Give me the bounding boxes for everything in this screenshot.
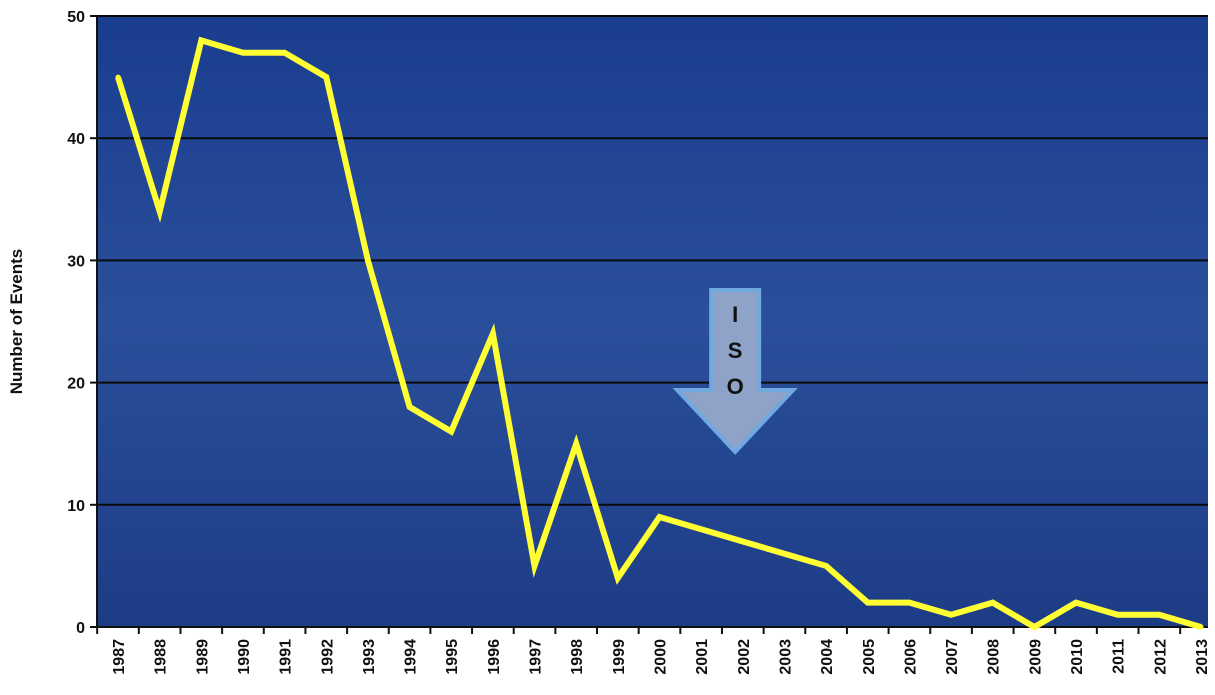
data-point-1989 [198,37,204,43]
x-tick-label: 1997 [528,639,545,675]
plot-background [97,16,1208,627]
x-tick-label: 2006 [902,639,919,675]
data-point-1996 [490,331,496,337]
data-point-1988 [157,209,163,215]
data-point-2012 [1156,612,1162,618]
x-tick-label: 2001 [694,639,711,675]
data-point-1999 [615,575,621,581]
data-point-2006 [906,600,912,606]
x-tick-label: 2010 [1069,639,1086,675]
iso-annotation: ISO [672,288,798,455]
x-tick-label: 1995 [444,639,461,675]
y-tick-label: 40 [67,131,85,148]
x-tick-label: 1990 [236,639,253,675]
y-tick-labels: 0 10 20 30 40 50 [67,9,85,637]
x-tick-label: 1999 [611,639,628,675]
x-tick-label: 1991 [278,639,295,675]
arrow-letter: I [732,302,738,327]
x-tick-label: 2008 [986,639,1003,675]
data-point-1987 [115,74,121,80]
data-point-1998 [573,441,579,447]
data-point-2009 [1031,624,1037,630]
data-point-1995 [448,428,454,434]
data-point-2010 [1073,600,1079,606]
y-tick-label: 20 [67,376,85,393]
x-tick-label: 2013 [1194,639,1211,675]
x-tick-label: 1992 [319,639,336,675]
y-tick-label: 30 [67,253,85,270]
data-point-1992 [323,74,329,80]
data-point-2011 [1115,612,1121,618]
y-axis-title: Number of Events [7,249,26,394]
gridlines [97,15,1208,506]
x-tick-label: 2000 [653,639,670,675]
y-tick-label: 0 [76,620,85,637]
x-tick-label: 2002 [736,639,753,675]
data-point-2002 [740,538,746,544]
x-tick-label: 2004 [819,639,836,675]
data-point-2008 [990,600,996,606]
data-point-2013 [1198,624,1204,630]
x-tick-label: 1998 [569,639,586,675]
y-tick-label: 50 [67,9,85,26]
data-point-2004 [823,563,829,569]
data-point-2003 [781,551,787,557]
x-tick-label: 2009 [1027,639,1044,675]
x-tick-label: 1994 [403,639,420,675]
x-tick-label: 2003 [777,639,794,675]
series-layer [115,36,1204,631]
data-point-2000 [657,514,662,520]
data-point-1994 [407,404,413,410]
x-tick-label: 2005 [861,639,878,675]
x-tick-label: 1989 [194,639,211,675]
data-point-2005 [865,600,871,606]
data-point-1993 [365,257,371,263]
x-tick-labels: 1987 1988 1989 1990 1991 1992 1993 1994 1995 1996… [111,639,1211,675]
y-tick-label: 10 [67,498,85,515]
x-tick-label: 2011 [1111,639,1128,674]
x-tick-label: 2007 [944,639,961,675]
data-point-1990 [240,50,246,56]
arrow-letter: S [728,338,743,363]
down-arrow-icon [672,288,798,455]
x-tick-label: 1988 [153,639,170,675]
x-tick-label: 1987 [111,639,128,675]
axes [90,15,1208,634]
x-tick-label: 1993 [361,639,378,675]
arrow-letter: O [727,374,744,399]
data-point-2007 [948,612,954,618]
data-point-2001 [698,526,704,532]
data-point-1991 [282,50,288,56]
x-tick-label: 2012 [1152,639,1169,675]
data-point-1997 [532,563,538,569]
x-tick-label: 1996 [486,639,503,675]
